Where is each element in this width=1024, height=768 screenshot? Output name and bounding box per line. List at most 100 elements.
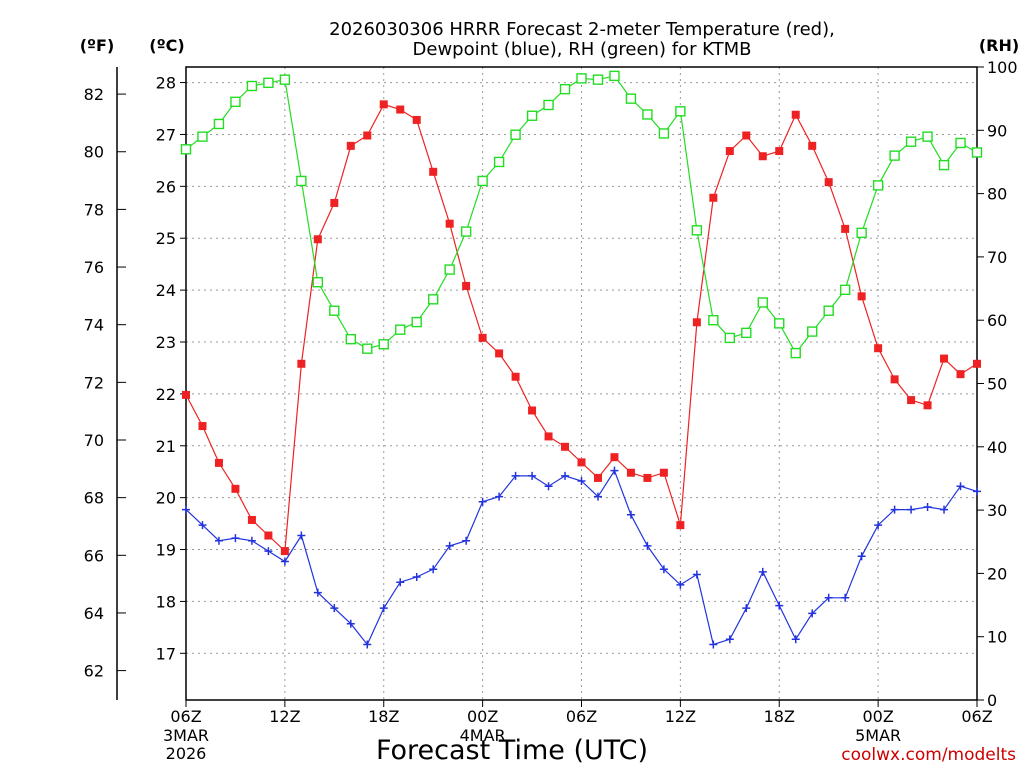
temperature-point [692, 318, 701, 327]
rh-point [395, 324, 406, 335]
fahrenheit-tick-label: 70 [84, 431, 104, 450]
temperature-point [280, 547, 289, 556]
temperature-point [511, 372, 520, 381]
rh-tick-label: 100 [987, 58, 1018, 77]
rh-point [839, 284, 851, 296]
rh-point [741, 327, 752, 339]
x-date-label: 2026 [166, 744, 207, 763]
temperature-point [808, 141, 817, 150]
temperature-point [313, 235, 322, 244]
rh-point [411, 316, 422, 328]
celsius-tick-label: 17 [156, 644, 176, 663]
rh-point [724, 332, 736, 344]
rh-point [955, 137, 966, 149]
dewpoint-point [330, 604, 339, 613]
dewpoint-point [676, 580, 685, 589]
x-tick-label: 12Z [665, 707, 696, 726]
dewpoint-point [462, 536, 471, 545]
credit-text: coolwx.com/modelts [841, 745, 1016, 765]
temperature-point [561, 442, 570, 451]
temperature-point [874, 344, 883, 353]
rh-point [872, 180, 884, 191]
temperature-point [725, 147, 734, 156]
rh-point [345, 333, 356, 345]
celsius-tick-label: 27 [156, 125, 176, 144]
plot-border [185, 66, 978, 701]
celsius-tick-label: 18 [156, 592, 176, 611]
rh-point [658, 128, 670, 139]
temperature-point [973, 359, 981, 368]
temperature-point [857, 292, 866, 301]
rh-tick-label: 0 [987, 691, 997, 710]
rh-point [378, 339, 389, 350]
temperature-point [528, 406, 537, 415]
dewpoint-point [478, 497, 487, 506]
fahrenheit-tick-label: 62 [84, 662, 104, 681]
temperature-point [890, 375, 899, 384]
dewpoint-point [857, 552, 866, 561]
dewpoint-point [758, 567, 767, 576]
rh-point [329, 305, 340, 316]
rh-point [625, 93, 637, 104]
dewpoint-point [940, 505, 949, 514]
dewpoint-point [198, 521, 207, 530]
fahrenheit-tick-label: 72 [84, 373, 104, 392]
x-tick-label: 06Z [170, 707, 201, 726]
temperature-point [775, 147, 784, 156]
dewpoint-point [577, 477, 586, 486]
temperature-point [330, 198, 339, 207]
y-axes: 17 18 19 20 21 22 23 24 25 26 27 28 62 64 66 68 70 72 74 76… [84, 58, 1018, 710]
rh-tick-label: 50 [987, 375, 1007, 394]
temperature-point [412, 115, 421, 124]
temperature-point [346, 141, 355, 150]
rh-point [427, 294, 439, 305]
temperature-point [923, 401, 932, 410]
dewpoint-point [445, 541, 454, 550]
dewpoint-point [495, 492, 504, 501]
dewpoint-point [692, 570, 701, 579]
temperature-point [478, 333, 487, 342]
dewpoint-point [280, 557, 289, 566]
fahrenheit-tick-label: 80 [84, 143, 104, 162]
rh-point [823, 305, 834, 316]
chart-title-line-2: Dewpoint (blue), RH (green) for KTMB [413, 39, 752, 60]
rh-point [279, 74, 291, 85]
temperature-point [758, 152, 767, 161]
rh-point [312, 277, 324, 288]
dewpoint-point [379, 604, 388, 613]
rh-point [708, 315, 719, 326]
rh-point [691, 225, 703, 236]
celsius-tick-label: 20 [156, 489, 176, 508]
rh-tick-label: 80 [987, 185, 1007, 204]
temperature-point [610, 453, 619, 462]
celsius-tick-label: 25 [156, 229, 176, 248]
dewpoint-point [610, 466, 619, 475]
dewpoint-point [247, 536, 256, 545]
x-tick-label: 12Z [269, 707, 300, 726]
rh-point [362, 343, 373, 354]
rh-tick-label: 40 [987, 438, 1007, 457]
rh-tick-label: 70 [987, 248, 1007, 267]
dewpoint-point [841, 593, 850, 602]
dewpoint-point [511, 471, 520, 480]
temperature-point [659, 468, 668, 477]
dewpoint-point [313, 588, 322, 597]
dewpoint-point [808, 609, 817, 618]
fahrenheit-unit-label: (ºF) [80, 36, 115, 55]
rh-point [889, 150, 900, 161]
fahrenheit-tick-label: 68 [84, 489, 104, 508]
temperature-point [297, 359, 306, 368]
dewpoint-point [973, 487, 981, 496]
rh-line [185, 75, 978, 355]
rh-point [197, 131, 208, 142]
rh-point [856, 227, 867, 239]
temperature-point [198, 422, 207, 431]
x-tick-label: 00Z [467, 707, 498, 726]
dewpoint-point [874, 521, 883, 530]
temperature-point [626, 468, 635, 477]
fahrenheit-tick-label: 66 [84, 546, 104, 565]
celsius-tick-label: 19 [156, 541, 176, 560]
fahrenheit-tick-label: 78 [84, 200, 104, 219]
dewpoint-point [643, 541, 652, 550]
